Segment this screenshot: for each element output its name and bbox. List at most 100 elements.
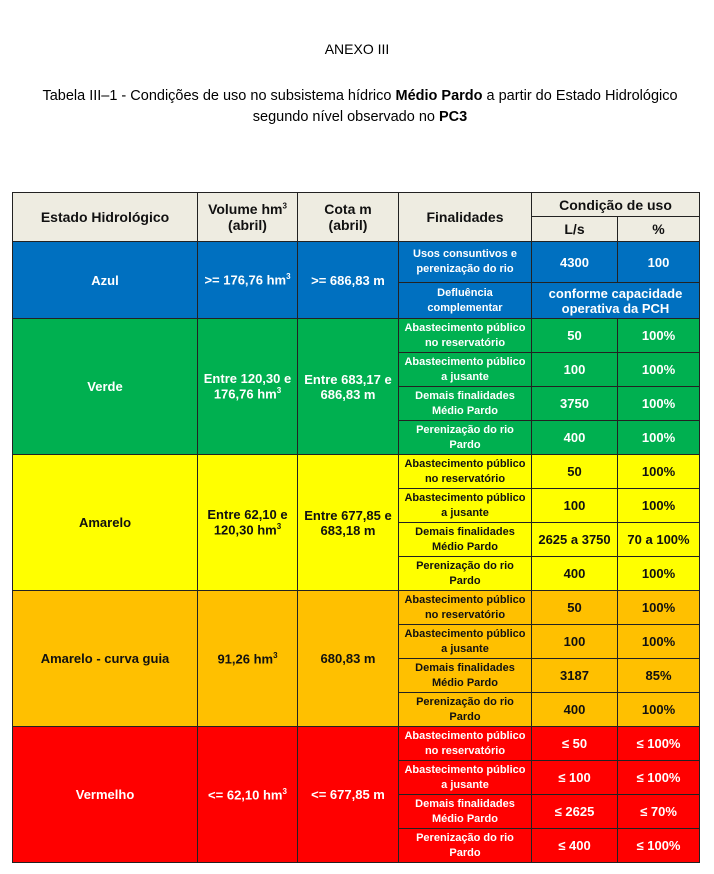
finalidade-cell: Abastecimento público a jusante bbox=[398, 488, 532, 523]
pct-cell: ≤ 100% bbox=[616, 760, 701, 795]
table-row: Demais finalidades Médio Pardo 3187 85% bbox=[13, 658, 701, 693]
pct-cell: 100% bbox=[616, 488, 701, 523]
estado-cell: Amarelo - curva guia bbox=[12, 590, 198, 727]
table-row: Amarelo - curva guia 91,26 hm3 680,83 m Aba… bbox=[12, 590, 701, 727]
finalidade-cell: Abastecimento público no reservatório bbox=[398, 454, 532, 489]
volume-cell: Entre 120,30 e 176,76 hm3 bbox=[197, 318, 298, 455]
title-subsystem: Médio Pardo bbox=[395, 88, 483, 104]
pct-cell: 100% bbox=[616, 692, 701, 727]
volume-cell: 91,26 hm3 bbox=[197, 590, 298, 727]
pct-cell: 85% bbox=[616, 658, 701, 693]
finalidade-cell: Demais finalidades Médio Pardo bbox=[398, 794, 532, 829]
finalidade-cell: Usos consuntivos e perenização do rio bbox=[398, 241, 532, 283]
finalidade-cell: Perenização do rio Pardo bbox=[398, 692, 532, 727]
finalidade-cell: Abastecimento público a jusante bbox=[398, 624, 532, 659]
title-station: PC3 bbox=[439, 109, 468, 125]
table-row: Abastecimento público a jusante 100 100% bbox=[13, 488, 701, 523]
table-row: Azul >= 176,76 hm3 >= 686,83 m Usos consunt… bbox=[12, 241, 701, 319]
finalidade-cell: Perenização do rio Pardo bbox=[398, 420, 532, 455]
table-row: Perenização do rio Pardo ≤ 400 ≤ 100% bbox=[13, 828, 701, 863]
condicao-merged-cell: conforme capacidade operativa da PCH bbox=[530, 282, 701, 319]
ls-cell: ≤ 100 bbox=[531, 760, 618, 795]
finalidade-cell: Abastecimento público no reservatório bbox=[398, 590, 532, 625]
finalidade-cell: Abastecimento público no reservatório bbox=[398, 726, 532, 761]
header-cota: Cota m (abril) bbox=[297, 192, 399, 242]
header-pct: % bbox=[616, 216, 701, 242]
table-row: Demais finalidades Médio Pardo ≤ 2625 ≤ 70… bbox=[13, 794, 701, 829]
title-text: Tabela III–1 - Condições de uso no subsi… bbox=[42, 88, 396, 104]
pct-cell: 100% bbox=[616, 556, 701, 591]
header-finalidades: Finalidades bbox=[398, 192, 532, 242]
pct-cell: ≤ 100% bbox=[616, 828, 701, 863]
ls-cell: 100 bbox=[531, 488, 618, 523]
pct-cell: ≤ 70% bbox=[616, 794, 701, 829]
volume-cell: >= 176,76 hm3 bbox=[197, 241, 298, 319]
header-volume: Volume hm3 (abril) bbox=[197, 192, 298, 242]
table-row: Abastecimento público a jusante ≤ 100 ≤ 10… bbox=[13, 760, 701, 795]
ls-cell: 100 bbox=[531, 352, 618, 387]
table-row: Verde Entre 120,30 e 176,76 hm3 Entre 683,… bbox=[12, 318, 701, 455]
cota-cell: >= 686,83 m bbox=[297, 241, 399, 319]
finalidade-cell: Demais finalidades Médio Pardo bbox=[398, 658, 532, 693]
table-row: Abastecimento público a jusante 100 100% bbox=[13, 624, 701, 659]
ls-cell: 50 bbox=[531, 318, 618, 353]
ls-cell: 50 bbox=[531, 454, 618, 489]
annex-heading: ANEXO III bbox=[324, 41, 390, 57]
pct-cell: ≤ 100% bbox=[616, 726, 701, 761]
table-row: Vermelho <= 62,10 hm3 <= 677,85 m Abastecim… bbox=[12, 726, 701, 863]
pct-cell: 100% bbox=[616, 624, 701, 659]
cota-cell: Entre 677,85 e 683,18 m bbox=[297, 454, 399, 591]
table-row: Amarelo Entre 62,10 e 120,30 hm3 Entre 677… bbox=[12, 454, 701, 591]
table-row: Demais finalidades Médio Pardo 3750 100% bbox=[13, 386, 701, 421]
estado-cell: Verde bbox=[12, 318, 198, 455]
ls-cell: 400 bbox=[531, 556, 618, 591]
estado-cell: Amarelo bbox=[12, 454, 198, 591]
ls-cell: 4300 bbox=[531, 241, 618, 283]
header-ls: L/s bbox=[531, 216, 618, 242]
finalidade-cell: Abastecimento público no reservatório bbox=[398, 318, 532, 353]
table-row: Perenização do rio Pardo 400 100% bbox=[13, 420, 701, 455]
finalidade-cell: Defluência complementar bbox=[398, 282, 532, 319]
ls-cell: 3187 bbox=[531, 658, 618, 693]
title-text: a partir do Estado Hidrológico segundo n… bbox=[252, 88, 678, 125]
ls-cell: 50 bbox=[531, 590, 618, 625]
pct-cell: 100% bbox=[616, 590, 701, 625]
table-row: Demais finalidades Médio Pardo 2625 a 375… bbox=[13, 522, 701, 557]
cota-cell: 680,83 m bbox=[297, 590, 399, 727]
ls-cell: 3750 bbox=[531, 386, 618, 421]
finalidade-cell: Abastecimento público a jusante bbox=[398, 352, 532, 387]
table-row: Defluência complementar conforme capacida… bbox=[13, 282, 701, 319]
pct-cell: 100% bbox=[616, 454, 701, 489]
pct-cell: 100% bbox=[616, 318, 701, 353]
finalidade-cell: Demais finalidades Médio Pardo bbox=[398, 386, 532, 421]
finalidade-cell: Demais finalidades Médio Pardo bbox=[398, 522, 532, 557]
pct-cell: 100% bbox=[616, 352, 701, 387]
pct-cell: 100% bbox=[616, 420, 701, 455]
ls-cell: ≤ 400 bbox=[531, 828, 618, 863]
finalidade-cell: Perenização do rio Pardo bbox=[398, 556, 532, 591]
ls-cell: ≤ 2625 bbox=[531, 794, 618, 829]
pct-cell: 100 bbox=[616, 241, 701, 283]
pct-cell: 100% bbox=[616, 386, 701, 421]
volume-cell: Entre 62,10 e 120,30 hm3 bbox=[197, 454, 298, 591]
table-row: Perenização do rio Pardo 400 100% bbox=[13, 556, 701, 591]
ls-cell: 2625 a 3750 bbox=[531, 522, 618, 557]
ls-cell: ≤ 50 bbox=[531, 726, 618, 761]
pct-cell: 70 a 100% bbox=[616, 522, 701, 557]
table-title: Tabela III–1 - Condições de uso no subsi… bbox=[40, 86, 680, 128]
header-condicao: Condição de uso bbox=[530, 192, 701, 217]
ls-cell: 100 bbox=[531, 624, 618, 659]
conditions-table: Estado Hidrológico Volume hm3 (abril) Cot… bbox=[12, 192, 701, 863]
estado-cell: Vermelho bbox=[12, 726, 198, 863]
ls-cell: 400 bbox=[531, 692, 618, 727]
cota-cell: Entre 683,17 e 686,83 m bbox=[297, 318, 399, 455]
estado-cell: Azul bbox=[12, 241, 198, 319]
finalidade-cell: Abastecimento público a jusante bbox=[398, 760, 532, 795]
cota-cell: <= 677,85 m bbox=[297, 726, 399, 863]
volume-cell: <= 62,10 hm3 bbox=[197, 726, 298, 863]
table-row: Perenização do rio Pardo 400 100% bbox=[13, 692, 701, 727]
table-row: Abastecimento público a jusante 100 100% bbox=[13, 352, 701, 387]
finalidade-cell: Perenização do rio Pardo bbox=[398, 828, 532, 863]
ls-cell: 400 bbox=[531, 420, 618, 455]
header-estado: Estado Hidrológico bbox=[12, 192, 198, 242]
